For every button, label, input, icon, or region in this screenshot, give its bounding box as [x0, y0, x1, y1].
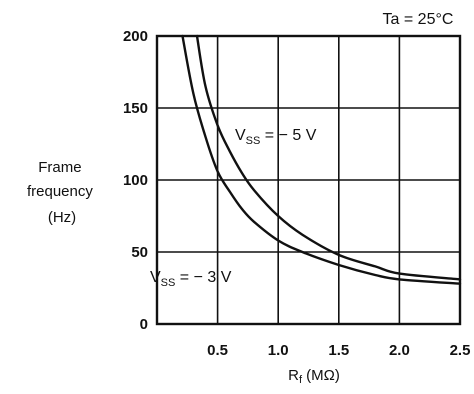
- y-tick-label-0: 0: [140, 316, 148, 333]
- y-tick-labels: 0 50 100 150 200: [123, 28, 148, 333]
- x-tick-label-2: 1.5: [328, 342, 349, 359]
- y-axis-label-line-1: Frame: [38, 159, 81, 176]
- x-tick-label-1: 1.0: [268, 342, 289, 359]
- series-label-vss-minus-5v: VSS = − 5 V: [235, 127, 317, 147]
- x-tick-label-0: 0.5: [207, 342, 228, 359]
- x-axis-label-main: R: [288, 367, 299, 384]
- series-label-2-sub: SS: [161, 277, 176, 289]
- y-tick-label-3: 150: [123, 100, 148, 117]
- y-tick-label-2: 100: [123, 172, 148, 189]
- x-axis-label-unit: (MΩ): [302, 367, 340, 384]
- series-label-1-sub: SS: [246, 135, 261, 147]
- series-line-1: [181, 34, 462, 285]
- y-axis-label-line-3: (Hz): [48, 209, 76, 226]
- plot-frame: [155, 34, 462, 326]
- y-tick-label-1: 50: [131, 244, 148, 261]
- y-tick-label-4: 200: [123, 28, 148, 45]
- curves: [181, 34, 462, 285]
- x-tick-label-3: 2.0: [389, 342, 410, 359]
- y-axis-label-line-2: frequency: [27, 183, 93, 200]
- x-axis-label: Rf (MΩ): [288, 367, 340, 386]
- y-axis-label: Frame frequency (Hz): [27, 159, 97, 226]
- x-tick-label-4: 2.5: [450, 342, 471, 359]
- series-label-2-main: V: [150, 269, 161, 286]
- x-axis-label-sub: f: [299, 374, 303, 386]
- series-label-1-rest: = − 5 V: [260, 127, 316, 144]
- series-label-vss-minus-3v: VSS = − 3 V: [150, 269, 232, 289]
- temperature-annotation: Ta = 25°C: [383, 11, 454, 28]
- x-tick-labels: 0.5 1.0 1.5 2.0 2.5: [207, 342, 470, 359]
- series-label-2-rest: = − 3 V: [175, 269, 231, 286]
- series-line-0: [195, 34, 462, 281]
- series-label-1-main: V: [235, 127, 246, 144]
